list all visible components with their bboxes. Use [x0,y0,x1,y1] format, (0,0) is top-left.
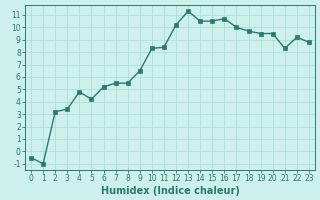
X-axis label: Humidex (Indice chaleur): Humidex (Indice chaleur) [100,186,239,196]
